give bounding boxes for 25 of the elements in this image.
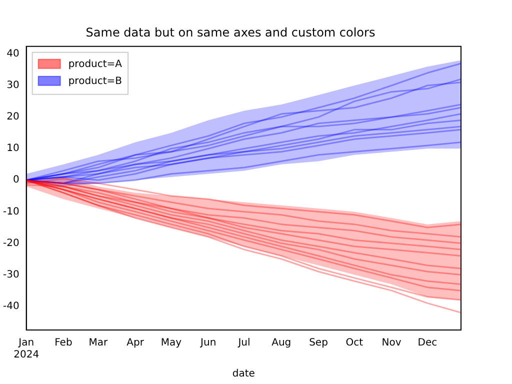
y-tick-label: 30 (6, 80, 20, 92)
x-tick-label: Sep (309, 338, 328, 349)
x-tick-label: Dec (418, 338, 438, 349)
y-tick-label: 0 (12, 174, 20, 186)
x-tick-label: Jun (200, 338, 216, 349)
y-tick-label: -10 (2, 206, 20, 218)
legend-label: product=B (68, 76, 122, 87)
x-tick-label: Mar (88, 338, 108, 349)
y-tick-label: 40 (6, 48, 20, 60)
chart-title: Same data but on same axes and custom colors (86, 25, 376, 40)
x-tick-label: Jan 2024 (14, 338, 40, 361)
x-axis-title: date (232, 368, 255, 380)
x-tick-label: Nov (382, 338, 402, 349)
x-tick-label: Apr (126, 338, 145, 349)
legend-label: product=A (68, 58, 122, 70)
x-tick-label: May (160, 338, 182, 349)
y-tick-label: 10 (6, 143, 20, 154)
y-tick-label: 20 (6, 112, 20, 123)
x-tick-label: Feb (54, 338, 72, 349)
x-tick-label: Aug (272, 338, 292, 349)
y-tick-label: -20 (2, 238, 20, 249)
x-tick-label: Oct (346, 338, 364, 349)
x-tick-label: Jul (237, 338, 250, 349)
y-tick-label: -40 (2, 300, 20, 312)
y-tick-label: -30 (2, 269, 20, 280)
